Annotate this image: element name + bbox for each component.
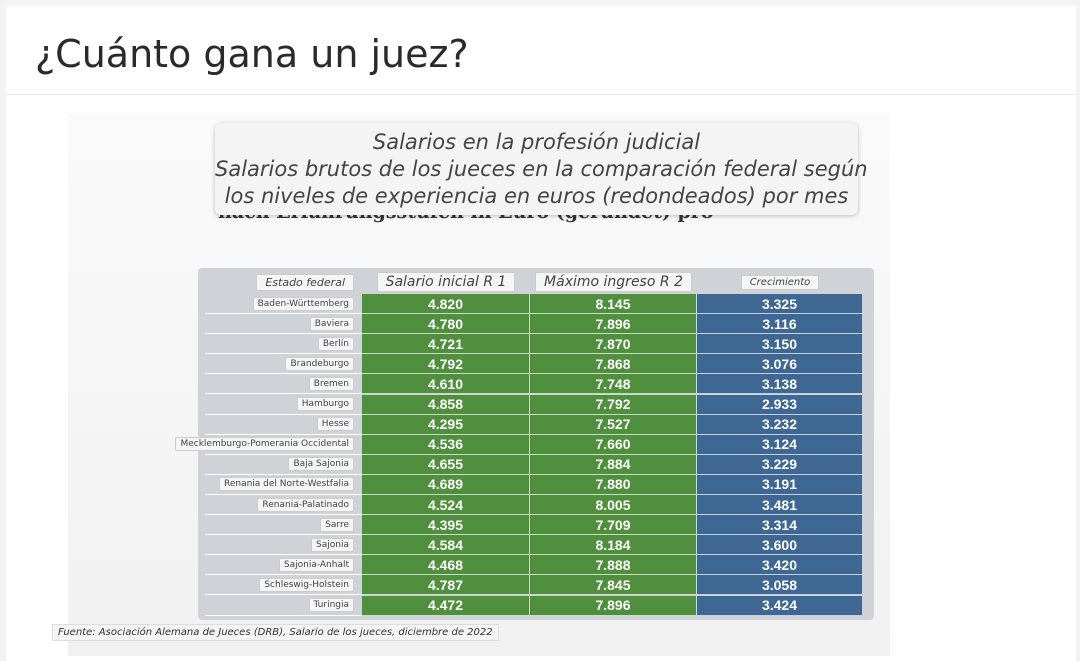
table-cell: 7.880 <box>530 474 697 495</box>
column-header-text: Salario inicial R 1 <box>376 272 516 292</box>
table-cell: 7.870 <box>530 334 697 355</box>
row-label: Renania-Palatinado <box>205 495 362 516</box>
table-cell: 3.325 <box>697 294 863 315</box>
header: ¿Cuánto gana un juez? <box>6 6 1076 95</box>
table-cell: 4.820 <box>362 294 530 315</box>
row-label: Mecklemburgo-Pomerania Occidental <box>175 435 362 455</box>
table-cell: 7.896 <box>530 314 697 335</box>
row-label: Turingia <box>205 596 362 616</box>
caption-line: Salarios brutos de los jueces en la comp… <box>215 157 868 181</box>
table-cell: 4.858 <box>362 394 530 415</box>
row-label: Berlín <box>205 334 362 355</box>
row-label-text: Bremen <box>308 376 354 391</box>
row-label-text: Sajonia-Anhalt <box>278 557 354 572</box>
row-label: Sarre <box>205 515 362 536</box>
row-label-text: Renania-Palatinado <box>257 497 354 512</box>
table-cell: 3.314 <box>697 515 863 536</box>
table-cell: 3.124 <box>697 434 863 455</box>
row-label: Hesse <box>205 415 362 435</box>
row-label-text: Renania del Norte-Westfalia <box>218 477 354 492</box>
row-label: Hamburgo <box>205 395 362 415</box>
table-cell: 3.138 <box>697 374 863 395</box>
caption-line: los niveles de experiencia en euros (red… <box>224 184 849 208</box>
table-cell: 8.005 <box>530 495 697 516</box>
table-cell: 4.472 <box>362 595 530 616</box>
column-header-text: Estado federal <box>256 273 354 291</box>
column-header: Máximo ingreso R 2 <box>530 270 697 294</box>
row-label-text: Hesse <box>316 417 354 432</box>
table-cell: 3.481 <box>697 495 863 516</box>
row-label-text: Hamburgo <box>296 397 354 412</box>
table-cell: 3.232 <box>697 414 863 435</box>
column-header: Salario inicial R 1 <box>362 270 530 294</box>
row-label-text: Mecklemburgo-Pomerania Occidental <box>175 437 354 452</box>
table-cell: 3.424 <box>697 595 863 616</box>
table-cell: 4.536 <box>362 434 530 455</box>
row-label-text: Baja Sajonia <box>288 457 354 472</box>
table-cell: 7.792 <box>530 394 697 415</box>
table-cell: 4.780 <box>362 314 530 335</box>
table: Estado federal Salario inicial R 1 Máximo … <box>175 268 874 620</box>
caption-line: Salarios en la profesión judicial <box>372 130 701 154</box>
column-header-text: Crecimiento <box>740 274 820 290</box>
row-label: Baden-Württemberg <box>205 294 362 315</box>
row-label: Renania del Norte-Westfalia <box>205 475 362 495</box>
card: ¿Cuánto gana un juez? nach Erfahrungsstu… <box>6 6 1076 661</box>
table-cell: 4.689 <box>362 474 530 495</box>
table-cell: 3.150 <box>697 334 863 355</box>
table-cell: 7.527 <box>530 414 697 435</box>
table-cell: 7.845 <box>530 575 697 596</box>
column-header: Estado federal <box>205 270 362 294</box>
table-cell: 7.660 <box>530 434 697 455</box>
table-cell: 3.076 <box>697 354 863 375</box>
table-cell: 2.933 <box>697 394 863 415</box>
row-label-text: Schleswig-Holstein <box>259 577 354 592</box>
row-label: Schleswig-Holstein <box>205 575 362 596</box>
table-cell: 4.468 <box>362 555 530 576</box>
table-cell: 3.116 <box>697 314 863 335</box>
row-label-text: Turingia <box>308 598 354 613</box>
table-cell: 8.145 <box>530 294 697 315</box>
table-cell: 4.395 <box>362 515 530 536</box>
row-label-text: Sarre <box>320 517 354 532</box>
source: Fuente: Asociación Alemana de Jueces (DR… <box>52 624 499 641</box>
table-cell: 3.420 <box>697 555 863 576</box>
table-cell: 4.792 <box>362 354 530 375</box>
table-cell: 4.584 <box>362 535 530 556</box>
row-label-text: Baviera <box>309 316 354 331</box>
table-cell: 7.748 <box>530 374 697 395</box>
row-label-text: Brandeburgo <box>285 356 354 371</box>
table-cell: 3.600 <box>697 535 863 556</box>
column-header-text: Máximo ingreso R 2 <box>535 272 692 292</box>
table-cell: 4.721 <box>362 334 530 355</box>
table-cell: 3.229 <box>697 454 863 475</box>
table-cell: 3.058 <box>697 575 863 596</box>
row-label: Baja Sajonia <box>205 455 362 475</box>
table-cell: 3.191 <box>697 474 863 495</box>
table-cell: 7.888 <box>530 555 697 576</box>
table-cell: 7.868 <box>530 354 697 375</box>
table-cell: 7.896 <box>530 595 697 616</box>
table-cell: 4.655 <box>362 454 530 475</box>
row-label-text: Baden-Württemberg <box>252 296 354 311</box>
table-cell: 7.884 <box>530 454 697 475</box>
caption: Salarios en la profesión judicial Salario… <box>215 123 868 215</box>
table-cell: 7.709 <box>530 515 697 536</box>
table-cell: 4.524 <box>362 495 530 516</box>
row-label-text: Berlín <box>317 336 354 351</box>
column-header: Crecimiento <box>697 270 863 294</box>
row-label-text: Sajonia <box>311 537 354 552</box>
row-label: Baviera <box>205 314 362 335</box>
row-label: Bremen <box>205 374 362 395</box>
row-label: Sajonia-Anhalt <box>205 555 362 576</box>
table-cell: 4.787 <box>362 575 530 596</box>
figure: nach Erfahrungsstufen in Euro (gerundet)… <box>68 113 890 656</box>
page-title: ¿Cuánto gana un juez? <box>35 32 469 76</box>
row-label: Brandeburgo <box>205 354 362 375</box>
table-cell: 4.610 <box>362 374 530 395</box>
row-label: Sajonia <box>205 535 362 556</box>
table-cell: 8.184 <box>530 535 697 556</box>
table-cell: 4.295 <box>362 414 530 435</box>
